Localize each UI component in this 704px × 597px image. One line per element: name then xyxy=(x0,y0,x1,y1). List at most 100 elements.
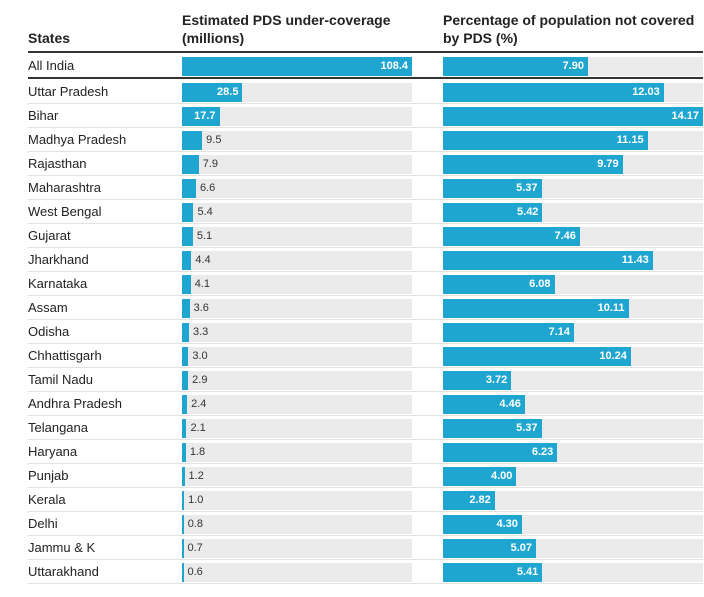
under-coverage-track: 6.6 xyxy=(182,179,412,198)
under-coverage-bar xyxy=(182,107,220,126)
under-coverage-value: 108.4 xyxy=(380,60,408,72)
percentage-value: 7.14 xyxy=(548,326,570,338)
row-divider xyxy=(28,343,703,344)
table-row: Jharkhand 4.4 11.43 xyxy=(28,248,703,272)
row-divider xyxy=(28,223,703,224)
under-coverage-bar xyxy=(182,491,185,510)
under-coverage-bar xyxy=(182,131,203,150)
under-coverage-track: 3.0 xyxy=(182,347,412,366)
percentage-value: 5.41 xyxy=(516,566,539,578)
percentage-bar xyxy=(443,419,542,438)
state-label: Uttar Pradesh xyxy=(28,84,109,99)
table-row: Rajasthan 7.9 9.79 xyxy=(28,152,703,176)
under-coverage-bar xyxy=(182,179,196,198)
row-divider xyxy=(28,271,703,272)
percentage-track: 5.42 xyxy=(443,203,703,222)
table-row: Tamil Nadu 2.9 3.72 xyxy=(28,368,703,392)
under-coverage-value: 17.7 xyxy=(194,110,216,122)
percentage-value: 5.07 xyxy=(510,542,533,554)
percentage-track: 5.37 xyxy=(443,419,703,438)
table-row: West Bengal 5.4 5.42 xyxy=(28,200,703,224)
state-label: Jammu & K xyxy=(28,540,96,555)
under-coverage-track: 1.2 xyxy=(182,467,412,486)
percentage-value: 14.17 xyxy=(671,110,699,122)
table-row: Karnataka 4.1 6.08 xyxy=(28,272,703,296)
row-divider xyxy=(28,559,703,560)
percentage-bar xyxy=(443,107,703,126)
under-coverage-bar xyxy=(182,299,190,318)
percentage-bar xyxy=(443,467,517,486)
under-coverage-value: 0.6 xyxy=(187,566,203,578)
percentage-track: 3.72 xyxy=(443,371,703,390)
percentage-value: 2.82 xyxy=(469,494,491,506)
percentage-value: 4.30 xyxy=(496,518,518,530)
percentage-track: 5.37 xyxy=(443,179,703,198)
table-row: Gujarat 5.1 7.46 xyxy=(28,224,703,248)
under-coverage-value: 3.0 xyxy=(192,350,208,362)
percentage-bar xyxy=(443,347,631,366)
row-divider xyxy=(28,511,703,512)
percentage-track: 5.41 xyxy=(443,563,703,582)
header-rule xyxy=(28,51,703,53)
under-coverage-track: 0.6 xyxy=(182,563,412,582)
total-rule xyxy=(28,77,703,79)
under-coverage-value: 6.6 xyxy=(200,182,216,194)
percentage-track: 4.30 xyxy=(443,515,703,534)
state-label: Haryana xyxy=(28,444,78,459)
under-coverage-track: 28.5 xyxy=(182,83,412,102)
percentage-track: 10.24 xyxy=(443,347,703,366)
row-divider xyxy=(28,103,703,104)
percentage-track: 14.17 xyxy=(443,107,703,126)
percentage-value: 6.08 xyxy=(529,278,551,290)
under-coverage-value: 0.8 xyxy=(187,518,203,530)
under-coverage-track: 5.1 xyxy=(182,227,412,246)
percentage-bar xyxy=(443,83,664,102)
under-coverage-value: 28.5 xyxy=(217,86,239,98)
state-label: All India xyxy=(28,58,75,73)
under-coverage-value: 3.6 xyxy=(193,302,209,314)
percentage-value: 7.90 xyxy=(562,60,584,72)
row-divider xyxy=(28,199,703,200)
table-row: Haryana 1.8 6.23 xyxy=(28,440,703,464)
table-row: Maharashtra 6.6 5.37 xyxy=(28,176,703,200)
under-coverage-value: 1.0 xyxy=(188,494,204,506)
row-divider xyxy=(28,439,703,440)
percentage-value: 3.72 xyxy=(485,374,508,386)
under-coverage-bar xyxy=(182,371,189,390)
percentage-bar xyxy=(443,275,555,294)
percentage-track: 6.08 xyxy=(443,275,703,294)
percentage-track: 7.90 xyxy=(443,57,703,76)
row-divider xyxy=(28,463,703,464)
under-coverage-track: 2.4 xyxy=(182,395,412,414)
column-header-under-coverage: Estimated PDS under-coverage (millions) xyxy=(182,12,391,46)
state-label: Delhi xyxy=(28,516,58,531)
under-coverage-value: 7.9 xyxy=(202,158,219,170)
percentage-bar xyxy=(443,131,648,150)
table-row: Bihar 17.7 14.17 xyxy=(28,104,703,128)
under-coverage-bar xyxy=(182,251,192,270)
under-coverage-track: 17.7 xyxy=(182,107,412,126)
under-coverage-bar xyxy=(182,83,243,102)
table-row: All India 108.4 7.90 xyxy=(28,54,703,78)
percentage-value: 10.24 xyxy=(599,350,627,362)
percentage-value: 9.79 xyxy=(597,158,619,170)
row-divider xyxy=(28,415,703,416)
under-coverage-bar xyxy=(182,57,412,76)
under-coverage-track: 0.7 xyxy=(182,539,412,558)
percentage-track: 2.82 xyxy=(443,491,703,510)
percentage-bar xyxy=(443,443,558,462)
percentage-bar xyxy=(443,563,543,582)
percentage-track: 5.07 xyxy=(443,539,703,558)
percentage-bar xyxy=(443,515,522,534)
under-coverage-bar xyxy=(182,347,189,366)
table-row: Delhi 0.8 4.30 xyxy=(28,512,703,536)
percentage-track: 6.23 xyxy=(443,443,703,462)
row-divider xyxy=(28,487,703,488)
under-coverage-track: 4.1 xyxy=(182,275,412,294)
percentage-value: 6.23 xyxy=(531,446,554,458)
percentage-track: 7.46 xyxy=(443,227,703,246)
percentage-track: 9.79 xyxy=(443,155,703,174)
percentage-bar xyxy=(443,57,588,76)
row-divider xyxy=(28,127,703,128)
row-divider xyxy=(28,295,703,296)
